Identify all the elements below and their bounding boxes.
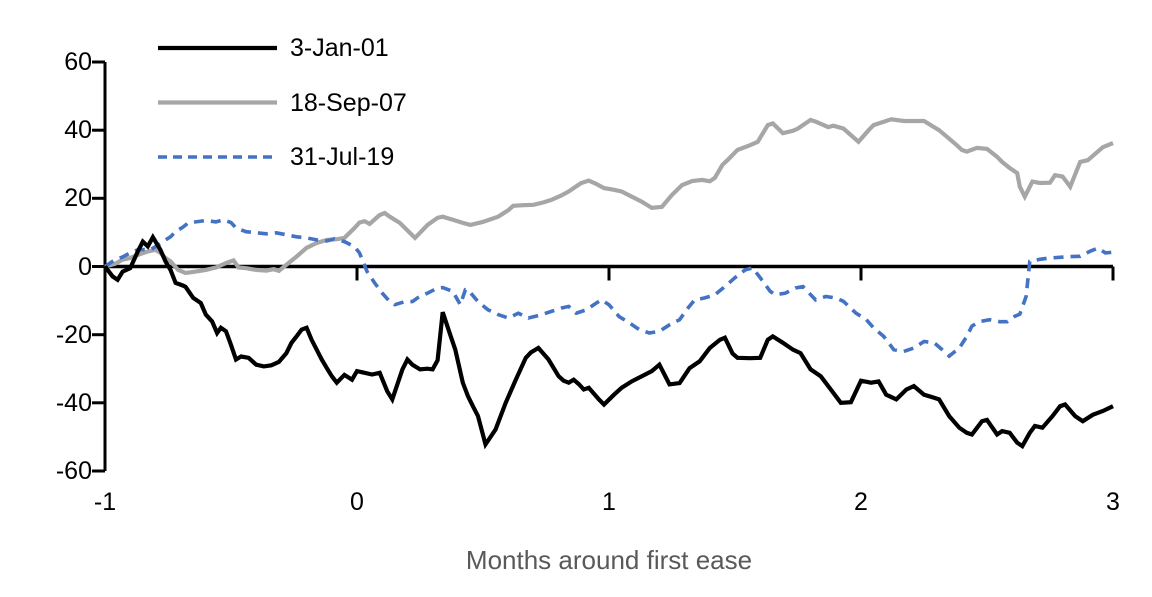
x-axis-title: Months around first ease (465, 545, 753, 575)
x-tick-label: 3 (1106, 488, 1120, 516)
x-tick-label: 0 (350, 488, 364, 516)
y-tick-label: 0 (78, 253, 92, 281)
x-tick-label: 1 (602, 488, 616, 516)
legend-label-31-jul-19: 31-Jul-19 (290, 143, 395, 171)
y-tick-label: -20 (55, 321, 92, 349)
legend-label-3-jan-01: 3-Jan-01 (290, 34, 389, 62)
y-tick-label: 20 (64, 184, 92, 212)
series-line-31-jul-19 (103, 217, 1114, 359)
x-tick-label: 2 (854, 488, 868, 516)
series-line-3-jan-01 (103, 232, 1114, 450)
y-tick-label: 40 (64, 116, 92, 144)
series-line-18-sep-07 (104, 117, 1114, 276)
y-tick-label: -60 (55, 457, 92, 485)
x-tick-label: -1 (93, 488, 117, 516)
y-tick-label: 60 (64, 48, 92, 76)
y-tick-label: -40 (55, 389, 92, 417)
legend-label-18-sep-07: 18-Sep-07 (290, 89, 407, 117)
